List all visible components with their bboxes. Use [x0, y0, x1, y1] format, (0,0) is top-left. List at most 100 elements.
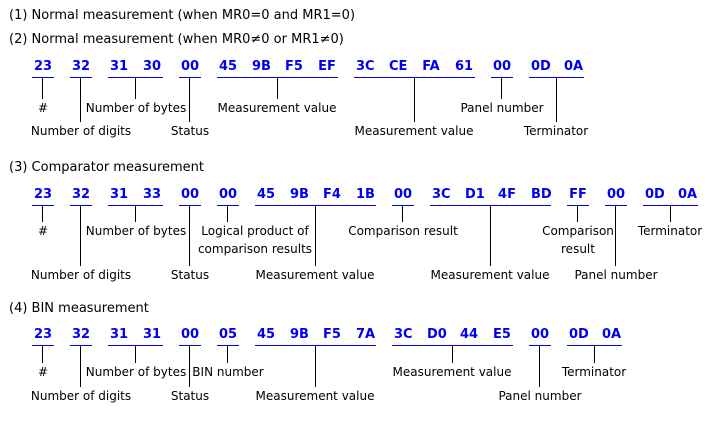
section-3-heading: (3) Comparator measurement — [9, 160, 204, 175]
field-label: Panel number — [574, 268, 658, 282]
section-2-heading: (2) Normal measurement (when MR0≠0 or MR… — [9, 32, 344, 47]
connector-line — [577, 206, 578, 222]
hex-byte: 00 — [531, 327, 550, 342]
hex-byte: 23 — [34, 327, 53, 342]
hex-byte: 9B — [290, 327, 309, 342]
hex-byte: F5 — [323, 327, 341, 342]
hex-byte: 0D — [531, 59, 551, 74]
hex-byte: 00 — [607, 187, 626, 202]
hex-byte: 32 — [72, 327, 91, 342]
hex-byte: 3C — [356, 59, 375, 74]
hex-byte: 00 — [181, 327, 200, 342]
field-bin-number: 05 — [217, 327, 239, 346]
connector-line — [42, 346, 43, 363]
field-measurement-value-1: 45 9B F5 EF — [217, 59, 338, 78]
hex-byte: 00 — [181, 187, 200, 202]
connector-line — [227, 206, 228, 222]
field-number-of-digits: 32 — [70, 327, 92, 346]
hex-byte: 00 — [493, 59, 512, 74]
hex-byte: 4F — [498, 187, 516, 202]
field-status: 00 — [179, 327, 201, 346]
hex-byte: 0D — [569, 327, 589, 342]
field-header-hash: 23 — [32, 327, 54, 346]
field-label: Panel number — [460, 101, 544, 115]
field-number-of-bytes: 31 31 — [108, 327, 163, 346]
field-number-of-bytes: 31 30 — [108, 59, 163, 78]
section-1-heading: (1) Normal measurement (when MR0=0 and M… — [9, 8, 356, 23]
hex-byte: 33 — [143, 187, 162, 202]
field-label: Terminator — [637, 224, 703, 238]
hex-byte: 23 — [34, 187, 53, 202]
connector-line — [556, 78, 557, 122]
field-panel-number: 00 — [529, 327, 551, 346]
field-number-of-bytes: 31 33 — [108, 187, 163, 206]
hex-byte: E5 — [493, 327, 511, 342]
hex-byte: 45 — [257, 187, 276, 202]
field-terminator: 0D 0A — [529, 59, 584, 78]
connector-line — [135, 206, 136, 222]
hex-byte: 44 — [460, 327, 479, 342]
connector-line — [670, 206, 671, 222]
field-label: Number of bytes — [85, 224, 187, 238]
field-label: BIN number — [192, 365, 264, 379]
hex-byte: 0A — [602, 327, 622, 342]
hex-byte: 45 — [219, 59, 238, 74]
hex-byte: BD — [531, 187, 552, 202]
hex-byte: 31 — [143, 327, 162, 342]
connector-line — [80, 346, 81, 387]
hex-byte: 1B — [356, 187, 375, 202]
field-label: Number of digits — [30, 389, 132, 403]
connector-line — [539, 346, 540, 387]
hex-byte: 9B — [290, 187, 309, 202]
field-label: Status — [170, 124, 210, 138]
field-label: Comparison result — [542, 224, 614, 256]
hex-byte: 61 — [455, 59, 474, 74]
connector-line — [277, 78, 278, 99]
field-label: Number of digits — [30, 124, 132, 138]
connector-line — [501, 78, 502, 99]
hex-byte: D0 — [427, 327, 447, 342]
field-measurement-value-1: 45 9B F5 7A — [255, 327, 376, 346]
hex-byte: EF — [318, 59, 336, 74]
field-status: 00 — [179, 59, 201, 78]
connector-line — [80, 78, 81, 122]
connector-line — [315, 346, 316, 387]
connector-line — [315, 206, 316, 266]
hex-byte: 0A — [678, 187, 698, 202]
field-panel-number: 00 — [491, 59, 513, 78]
field-label: Measurement value — [354, 124, 474, 138]
hex-byte: 00 — [219, 187, 238, 202]
field-label: Number of digits — [30, 268, 132, 282]
hex-byte: 0D — [645, 187, 665, 202]
field-label: Terminator — [561, 365, 627, 379]
field-label: Status — [170, 389, 210, 403]
hex-byte: FA — [422, 59, 440, 74]
hex-byte: 3C — [394, 327, 413, 342]
hex-byte: 31 — [110, 187, 129, 202]
section-4-heading: (4) BIN measurement — [9, 301, 149, 316]
field-label: # — [37, 224, 49, 238]
hex-byte: 00 — [181, 59, 200, 74]
field-label: Measurement value — [217, 101, 337, 115]
field-label: Measurement value — [430, 268, 550, 282]
field-label: # — [37, 101, 49, 115]
field-logical-product: 00 — [217, 187, 239, 206]
hex-byte: 30 — [143, 59, 162, 74]
field-comparison-result-2: FF — [567, 187, 589, 206]
field-number-of-digits: 32 — [70, 187, 92, 206]
field-label: Panel number — [498, 389, 582, 403]
hex-byte: 23 — [34, 59, 53, 74]
field-measurement-value-1: 45 9B F4 1B — [255, 187, 376, 206]
connector-line — [594, 346, 595, 363]
field-label: Terminator — [523, 124, 589, 138]
connector-line — [42, 78, 43, 99]
hex-byte: D1 — [465, 187, 485, 202]
field-status: 00 — [179, 187, 201, 206]
hex-byte: 9B — [252, 59, 271, 74]
field-label: Measurement value — [392, 365, 512, 379]
hex-byte: F5 — [285, 59, 303, 74]
hex-byte: 45 — [257, 327, 276, 342]
hex-byte: 00 — [394, 187, 413, 202]
connector-line — [135, 346, 136, 363]
